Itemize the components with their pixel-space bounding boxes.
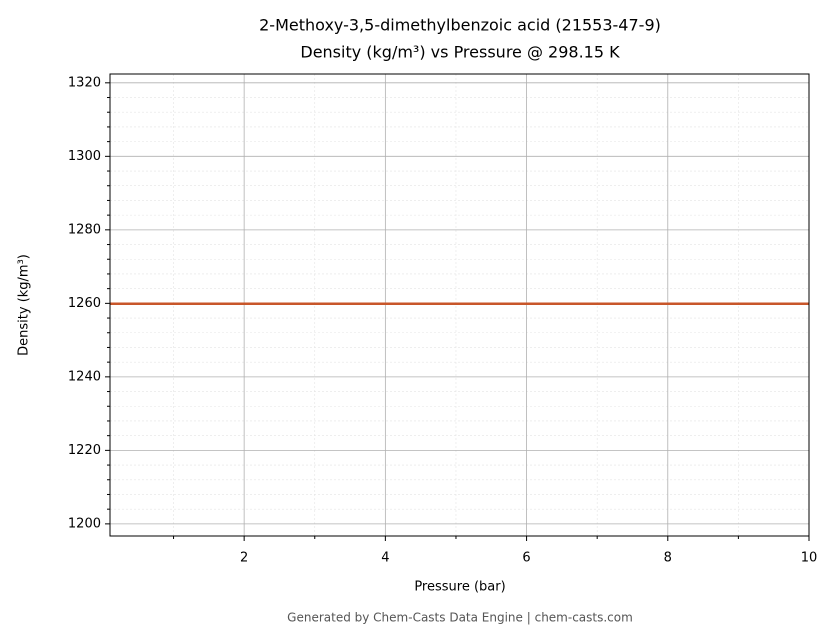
y-tick-label: 1300 bbox=[68, 149, 101, 164]
y-tick-label: 1200 bbox=[68, 516, 101, 531]
y-tick-label: 1320 bbox=[68, 75, 101, 90]
y-tick-label: 1260 bbox=[68, 296, 101, 311]
x-tick-label: 8 bbox=[664, 551, 672, 566]
x-tick-label: 10 bbox=[801, 551, 818, 566]
footer: Generated by Chem-Casts Data Engine | ch… bbox=[287, 611, 633, 625]
chart-subtitle: Density (kg/m³) vs Pressure @ 298.15 K bbox=[300, 43, 620, 62]
x-tick-label: 6 bbox=[522, 551, 530, 566]
chart-title: 2-Methoxy-3,5-dimethylbenzoic acid (2155… bbox=[259, 16, 661, 35]
y-tick-label: 1240 bbox=[68, 369, 101, 384]
x-axis-label: Pressure (bar) bbox=[414, 580, 505, 595]
y-tick-label: 1280 bbox=[68, 222, 101, 237]
x-tick-label: 2 bbox=[240, 551, 248, 566]
x-tick-label: 4 bbox=[381, 551, 389, 566]
y-tick-label: 1220 bbox=[68, 443, 101, 458]
plot-frame bbox=[109, 73, 810, 537]
y-axis-label: Density (kg/m³) bbox=[17, 254, 32, 356]
